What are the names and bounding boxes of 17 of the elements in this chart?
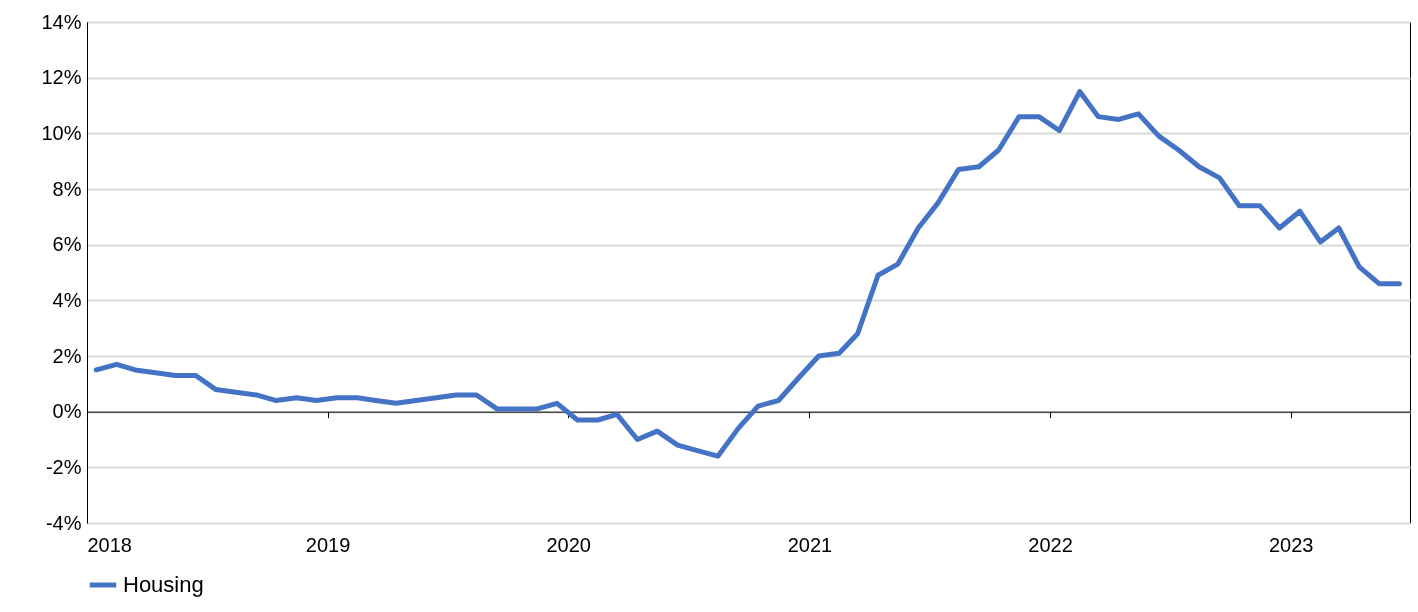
y-tick-label: 10%: [41, 121, 82, 144]
y-tick-label: 0%: [52, 400, 82, 423]
y-tick-label: 12%: [41, 66, 82, 89]
x-tick-label: 2022: [1028, 533, 1073, 556]
y-tick-label: 14%: [41, 10, 82, 33]
x-tick-label: 2023: [1268, 533, 1314, 556]
y-tick-label: 4%: [52, 288, 82, 311]
y-tick-label: 8%: [52, 177, 82, 200]
x-tick-label: 2020: [546, 533, 591, 556]
y-tick-label: 6%: [52, 233, 82, 256]
x-tick-label: 2019: [305, 533, 351, 556]
y-tick-label: 2%: [52, 344, 82, 367]
x-tick-label: 2021: [787, 533, 833, 556]
legend-label: Housing: [123, 572, 204, 597]
y-tick-label: -4%: [45, 511, 82, 534]
y-tick-label: -2%: [45, 455, 82, 478]
x-tick-label: 2018: [87, 533, 132, 556]
